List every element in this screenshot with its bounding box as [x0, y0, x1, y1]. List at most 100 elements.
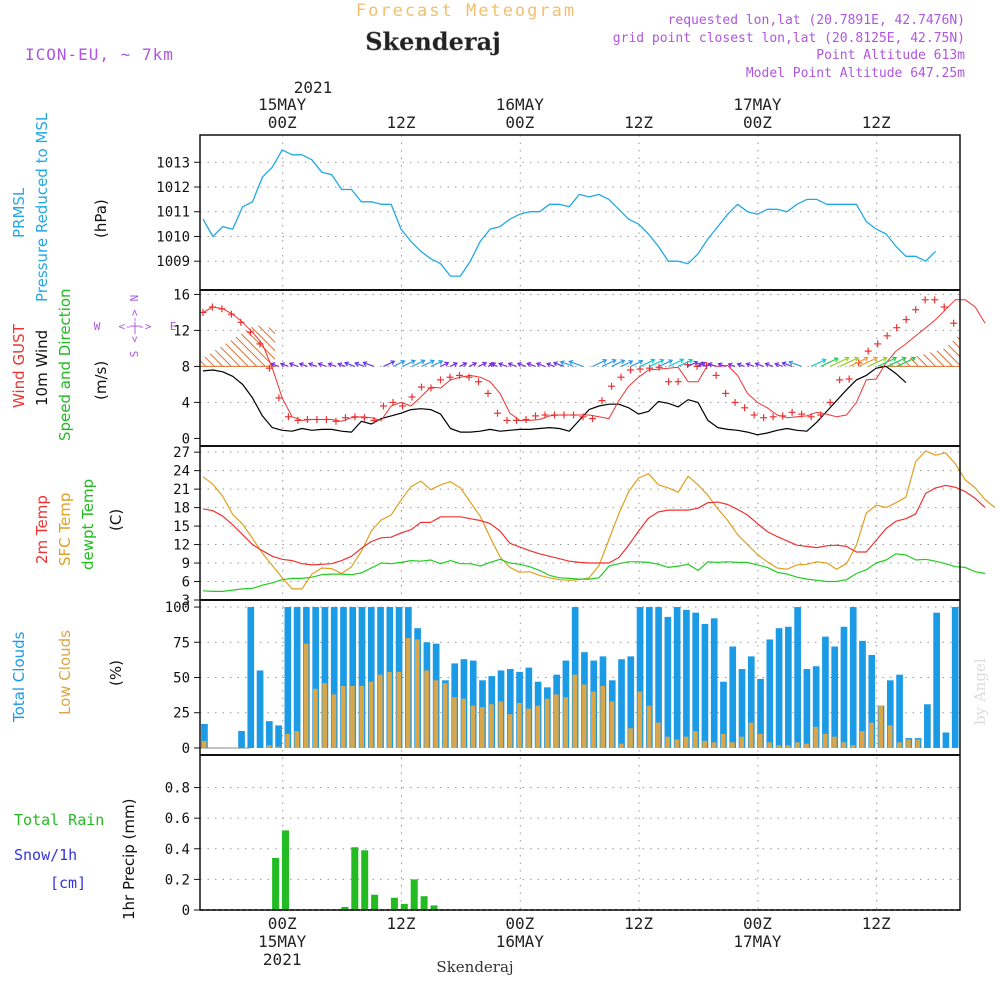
- gust-marker: [303, 416, 311, 423]
- wind-direction-arrow-icon: [317, 362, 327, 368]
- gust-marker: [275, 394, 283, 402]
- gust-marker: [360, 414, 368, 422]
- wind-direction-arrow-icon: [362, 361, 375, 367]
- top-hour-label: 12Z: [862, 113, 891, 132]
- gust-hatch-area-left: [200, 325, 275, 367]
- gust-marker: [256, 340, 264, 348]
- temperature-panel: [202, 450, 996, 593]
- low-clouds-bar: [878, 705, 884, 748]
- clouds-axis-tick-label: 75: [173, 635, 190, 651]
- low-clouds-bar: [628, 728, 633, 748]
- gust-marker: [798, 410, 806, 418]
- total-clouds-bar: [293, 607, 301, 748]
- gust-marker: [741, 404, 749, 412]
- total-clouds-bar: [868, 654, 876, 748]
- temp-dewpt-label: dewpt Temp: [79, 479, 97, 570]
- wind-direction-arrow-icon: [677, 358, 694, 367]
- precip-axis-tick-label: 0: [182, 903, 190, 919]
- gust-marker: [665, 378, 673, 386]
- pressure-label-desc: Pressure Reduced to MSL: [33, 112, 51, 302]
- total-clouds-bar: [794, 607, 801, 748]
- total-clouds-bar: [238, 731, 245, 748]
- wind-direction-arrow-icon: [327, 362, 337, 368]
- gust-marker: [627, 366, 635, 374]
- gust-marker: [560, 411, 568, 419]
- wind-direction-arrow-icon: [754, 361, 764, 367]
- low-clouds-bar: [730, 742, 735, 748]
- rain-bar: [430, 905, 438, 910]
- rain-bar: [341, 906, 349, 910]
- low-clouds-bar: [387, 671, 392, 748]
- wind-gust-label: Wind GUST: [10, 323, 28, 408]
- wind-direction-arrow-icon: [383, 360, 396, 367]
- total-clouds-bar: [822, 636, 829, 748]
- low-clouds-bar: [915, 739, 921, 748]
- gust-marker: [807, 413, 815, 421]
- gust-marker: [503, 416, 511, 424]
- low-clouds-bar: [850, 745, 856, 748]
- watermark: by Angel: [971, 658, 989, 725]
- wind-direction-arrow-icon: [649, 358, 665, 367]
- low-clouds-label: Low Clouds: [56, 630, 74, 715]
- gust-marker: [379, 402, 387, 410]
- total-clouds-bar: [469, 660, 477, 748]
- pressure-axis-tick-label: 1012: [156, 180, 190, 196]
- total-clouds-bar: [247, 607, 255, 748]
- low-clouds-bar: [507, 714, 513, 748]
- gust-marker: [265, 364, 273, 372]
- gust-marker: [731, 398, 739, 406]
- wind-direction-arrow-icon: [877, 356, 898, 367]
- low-clouds-bar: [813, 726, 819, 748]
- total-clouds-bar: [831, 646, 839, 748]
- snow-unit-label: [cm]: [50, 874, 86, 892]
- rain-bar: [390, 897, 398, 910]
- top-hour-label: 00Z: [268, 113, 297, 132]
- wind-direction-arrow-icon: [592, 358, 608, 367]
- gust-marker: [474, 378, 482, 386]
- gust-marker: [826, 398, 834, 406]
- low-clouds-bar: [767, 742, 772, 748]
- total-clouds-bar: [785, 626, 792, 748]
- wind-axis-tick-label: 12: [173, 323, 190, 339]
- temp-axis-tick-label: 18: [173, 501, 190, 517]
- wind-direction-arrow-icon: [886, 356, 907, 367]
- gust-marker: [674, 378, 682, 386]
- gust-marker: [541, 411, 549, 419]
- location-title: Skenderaj: [365, 27, 501, 56]
- wind-direction-arrow-icon: [411, 359, 426, 367]
- wind-direction-arrow-icon: [848, 356, 869, 367]
- low-clouds-bar: [702, 740, 707, 748]
- low-clouds-bar: [563, 697, 568, 748]
- total-clouds-bar: [627, 656, 635, 748]
- gust-marker: [874, 340, 882, 348]
- point-altitude: Point Altitude 613m: [816, 48, 965, 63]
- low-clouds-bar: [368, 681, 374, 748]
- low-clouds-bar: [331, 694, 337, 748]
- gust-marker: [513, 416, 521, 424]
- wind-axis-tick-label: 0: [182, 431, 190, 447]
- total-clouds-bar: [312, 607, 320, 748]
- gust-marker: [940, 303, 948, 311]
- product-title: Forecast Meteogram: [356, 1, 576, 21]
- total-clouds-bar: [618, 659, 625, 748]
- gust-marker: [779, 412, 787, 420]
- gust-marker: [655, 363, 663, 371]
- total-rain-label: Total Rain: [14, 811, 104, 829]
- requested-coords: requested lon,lat (20.7891E, 42.7476N): [668, 13, 965, 28]
- prmsl-series-line: [202, 149, 937, 277]
- top-year-label: 2021: [294, 78, 333, 97]
- total-clouds-bar: [275, 725, 282, 748]
- low-clouds-bar: [313, 688, 318, 748]
- gust-marker: [389, 398, 397, 406]
- bottom-hour-label: 12Z: [862, 914, 891, 933]
- wind-direction-arrow-icon: [829, 356, 850, 367]
- low-clouds-bar: [526, 708, 531, 748]
- pressure-axis-tick-label: 1011: [156, 205, 190, 221]
- wind-direction-arrow-icon: [820, 357, 839, 367]
- gust-marker: [246, 328, 254, 336]
- total-clouds-bar: [525, 667, 533, 748]
- low-clouds-bar: [554, 694, 559, 748]
- wind-direction-arrow-icon: [440, 361, 450, 367]
- wind-direction-arrow-icon: [430, 360, 444, 367]
